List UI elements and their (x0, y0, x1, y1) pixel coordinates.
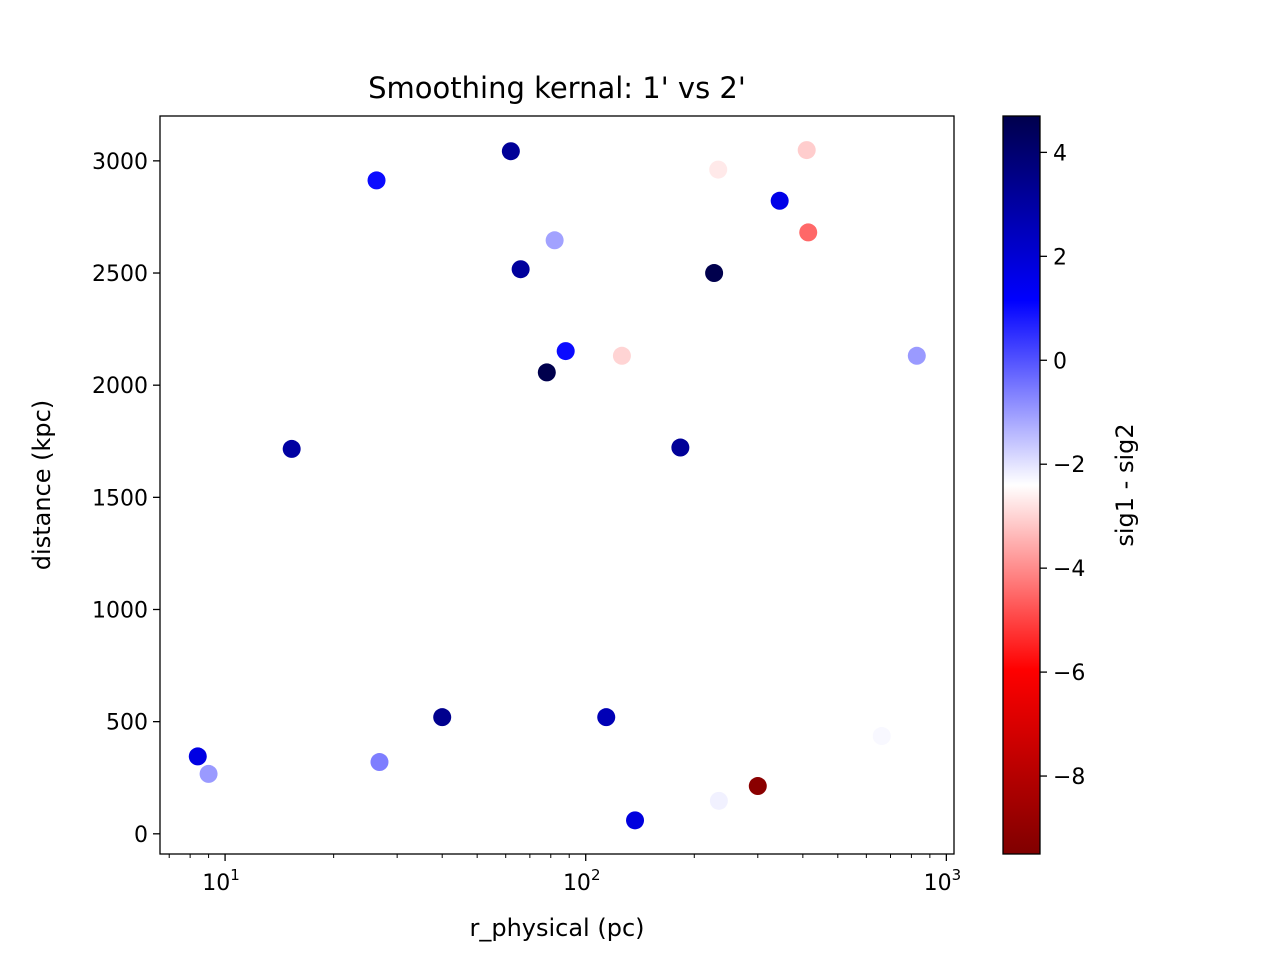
y-tick-label: 500 (106, 711, 148, 736)
data-point (501, 142, 520, 161)
colorbar-ticks: 4 2 0 −2 −4 −6 −8 (1040, 141, 1085, 790)
colorbar (1002, 115, 1041, 855)
colorbar-tick-label: −8 (1053, 765, 1085, 790)
data-point (705, 264, 724, 283)
x-tick-label: 101 (202, 866, 240, 896)
data-points (188, 141, 926, 830)
data-point (748, 777, 767, 796)
x-axis-label: r_physical (pc) (469, 914, 644, 942)
colorbar-tick-label: −2 (1053, 453, 1085, 478)
data-point (799, 223, 818, 242)
data-point (199, 764, 218, 783)
y-tick-label: 3000 (92, 150, 148, 175)
x-tick-label: 103 (924, 866, 962, 896)
y-tick-label: 2000 (92, 374, 148, 399)
colorbar-tick-label: 4 (1053, 141, 1067, 166)
y-tick-label: 1500 (92, 486, 148, 511)
x-tick-label: 102 (563, 866, 601, 896)
colorbar-tick-label: 0 (1053, 349, 1067, 374)
colorbar-tick-label: −6 (1053, 661, 1085, 686)
data-point (612, 346, 631, 365)
data-point (797, 141, 816, 160)
axis-ticks: 101 102 103 0 500 1000 1500 2000 2500 3000 (92, 150, 961, 896)
data-point (511, 260, 530, 279)
y-tick-label: 0 (134, 823, 148, 848)
data-point (597, 708, 616, 727)
data-point (907, 346, 926, 365)
data-point (770, 191, 789, 210)
data-point (282, 439, 301, 458)
chart-title: Smoothing kernal: 1' vs 2' (368, 71, 746, 105)
data-point (671, 438, 690, 457)
y-tick-label: 2500 (92, 262, 148, 287)
data-point (709, 160, 728, 179)
data-point (556, 342, 575, 361)
y-tick-label: 1000 (92, 598, 148, 623)
data-point (872, 727, 891, 746)
data-point (545, 231, 564, 250)
plot-frame (159, 115, 955, 855)
data-point (370, 753, 389, 772)
colorbar-tick-label: 2 (1053, 245, 1067, 270)
colorbar-label: sig1 - sig2 (1111, 423, 1139, 546)
data-point (433, 708, 452, 727)
y-axis-label: distance (kpc) (28, 400, 56, 570)
data-point (626, 811, 645, 830)
data-point (709, 791, 728, 810)
data-point (367, 171, 386, 190)
data-point (537, 363, 556, 382)
colorbar-tick-label: −4 (1053, 557, 1085, 582)
data-point (188, 747, 207, 766)
